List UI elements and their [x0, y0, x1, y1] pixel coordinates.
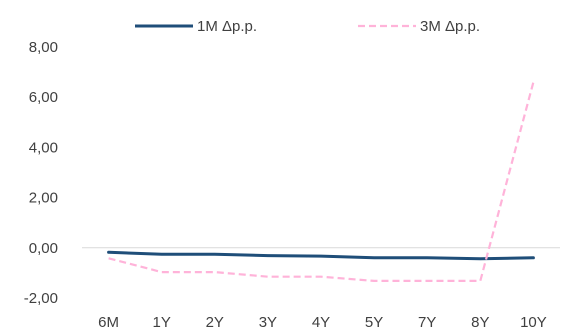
x-tick-label: 5Y: [365, 314, 383, 331]
y-tick-label: -2,00: [24, 290, 58, 307]
x-axis: 6M 1Y 2Y 3Y 4Y 5Y 7Y 8Y 10Y: [82, 247, 560, 331]
y-tick-label: 8,00: [29, 39, 58, 56]
legend: 1M Δp.p. 3M Δp.p.: [135, 18, 480, 35]
y-tick-label: 6,00: [29, 89, 58, 106]
y-tick-label: 2,00: [29, 190, 58, 207]
y-tick-label: 0,00: [29, 240, 58, 257]
series-line-2: [108, 81, 535, 282]
x-tick-label: 4Y: [312, 314, 330, 331]
legend-item: 1M Δp.p.: [135, 18, 257, 35]
x-tick-label: 6M: [98, 314, 119, 331]
series-layer: [107, 81, 535, 282]
legend-label: 1M Δp.p.: [197, 18, 257, 35]
legend-label: 3M Δp.p.: [420, 18, 480, 35]
x-tick-label: 10Y: [520, 314, 547, 331]
y-tick-label: 4,00: [29, 139, 58, 156]
x-tick-label: 3Y: [259, 314, 277, 331]
y-axis: -2,00 0,00 2,00 4,00 6,00 8,00: [24, 39, 58, 307]
x-tick-label: 2Y: [206, 314, 224, 331]
legend-item: 3M Δp.p.: [358, 18, 480, 35]
x-tick-label: 8Y: [471, 314, 489, 331]
x-tick-label: 1Y: [152, 314, 170, 331]
x-tick-label: 7Y: [418, 314, 436, 331]
series-line-1: [107, 250, 535, 261]
